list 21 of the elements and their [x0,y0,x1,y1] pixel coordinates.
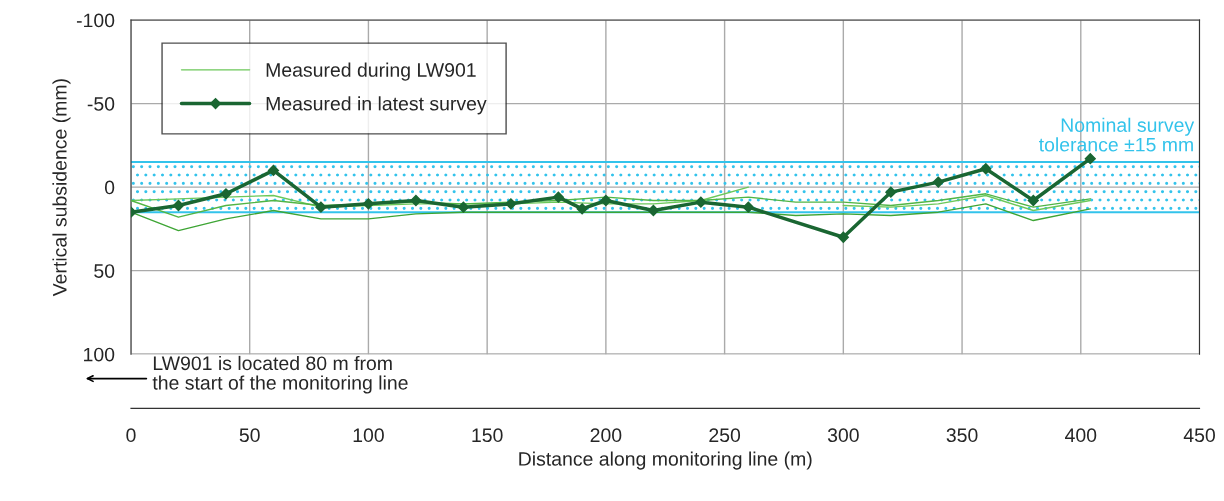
y-tick-label: -50 [87,97,115,111]
legend-label: Measured in latest survey [266,96,487,115]
x-tick-label: 450 [1183,428,1215,443]
x-tick-label: 100 [353,428,384,443]
x-tick-label: 50 [239,428,260,443]
y-tick-label: -100 [76,13,115,28]
text: LW901 is located 80 m from the start of the monitoring line [152,355,408,394]
y-tick-label: 0 [104,180,115,195]
x-tick-label: 400 [1065,428,1097,443]
x-tick-label: 200 [590,428,622,443]
legend-label: Measured during LW901 [266,62,476,81]
x-tick-label: 150 [472,428,503,443]
y-axis-title: Vertical subsidence (mm) [52,79,71,297]
y-tick-label: 50 [94,264,115,278]
x-tick-label: 350 [946,428,978,443]
x-tick-label: 250 [709,428,741,443]
x-tick-label: 0 [126,428,136,443]
x-tick-label: 300 [827,428,859,443]
x-axis-title: Distance along monitoring line (m) [519,451,812,470]
band-label: Nominal survey tolerance ±15 mm [1038,117,1195,152]
y-tick-label: 100 [84,347,115,362]
